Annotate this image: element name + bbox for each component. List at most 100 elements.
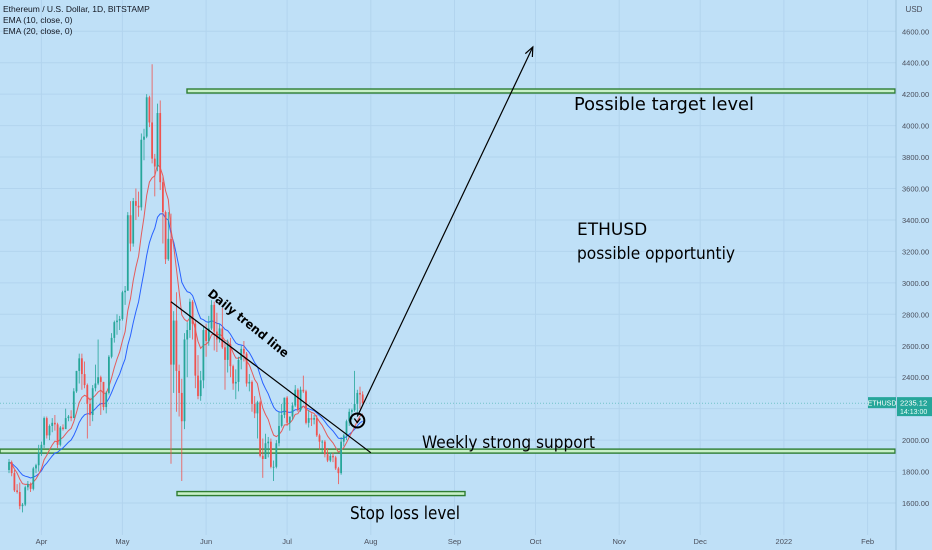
candle [48,424,51,441]
candle-body [229,344,232,367]
candle-body [162,182,164,213]
candle [21,503,24,513]
target-level-line [186,88,896,94]
candle [348,408,351,426]
candle-body [143,136,145,140]
candle [54,414,56,431]
chart-legend: Ethereum / U.S. Dollar, 1D, BITSTAMP EMA… [3,4,150,37]
candle [264,433,267,459]
candle [118,315,121,331]
candle-body [207,328,210,342]
candle-body [43,418,45,445]
candle-body [81,358,83,375]
candle-body [21,504,24,507]
candle-body [315,418,318,436]
price-tick-label: 3000.00 [902,279,929,288]
candle [337,466,340,485]
candle [245,352,248,387]
candle [137,191,140,217]
candle [243,341,245,362]
candle-body [59,427,62,445]
candle-body [324,441,326,455]
candle-body [67,416,70,419]
candle [40,441,43,456]
time-tick-label: Oct [530,537,543,546]
candle-body [353,403,356,411]
candle-body [275,443,278,467]
candle-body [8,462,10,470]
candle-body [118,319,121,321]
legend-ema20[interactable]: EMA (20, close, 0) [3,26,73,36]
candle [286,396,288,426]
candle-body [16,490,18,492]
candle [148,95,151,128]
time-tick-label: Nov [613,537,627,546]
candle-body [156,113,159,167]
price-tick-label: 4200.00 [902,90,929,99]
candle-body [318,435,321,442]
candle [29,482,32,492]
candle [91,385,94,422]
candle-body [86,385,89,404]
candle [216,312,218,353]
candle-body [13,473,16,491]
candle [121,290,124,321]
candle [67,414,70,422]
candle [315,414,318,437]
candle [59,425,62,447]
candle [272,460,275,481]
candle-body [216,331,218,340]
target-label: Possible target level [574,94,754,115]
candle [305,389,307,425]
candle [329,452,332,463]
legend-symbol[interactable]: Ethereum / U.S. Dollar, 1D, BITSTAMP [3,4,150,14]
candle-body [124,290,126,293]
candle [261,438,264,478]
candle-body [199,380,202,397]
candle-body [248,381,251,384]
candle-body [245,353,248,384]
time-tick-label: Jun [200,537,212,546]
candle [234,369,237,400]
candle-body [305,391,307,423]
candle-body [75,370,78,392]
candle-body [302,389,305,392]
candle [213,301,216,351]
support-label: Weekly strong support [422,433,595,453]
candle-body [334,457,337,469]
candle-body [340,441,342,474]
candle-body [137,205,140,208]
candle-body [221,328,224,348]
candle-body [361,394,364,404]
candle [72,388,75,419]
candle-body [294,389,297,406]
candle [56,422,59,448]
price-tick-label: 3200.00 [902,247,929,256]
candle-body [278,425,280,444]
candle-body [253,403,256,414]
candle [205,323,207,357]
candle [356,389,359,415]
legend-ema10[interactable]: EMA (10, close, 0) [3,15,73,25]
candle [116,314,118,335]
candle-body [78,358,81,371]
time-tick-label: Aug [364,537,377,546]
candle-body [18,491,21,507]
candle [280,403,283,428]
candle-body [97,377,99,384]
projection-arrow-line [356,46,534,417]
candle [248,374,251,392]
candle [140,133,143,211]
candle-body [40,444,43,453]
candle-body [191,301,194,324]
candle-body [126,215,129,291]
candle-body [351,410,353,412]
time-tick-label: Sep [448,537,461,546]
candle [64,408,67,430]
candle-body [280,414,283,426]
candle [151,64,153,164]
candle [153,153,156,197]
candle [167,212,170,261]
candle-body [205,330,207,342]
